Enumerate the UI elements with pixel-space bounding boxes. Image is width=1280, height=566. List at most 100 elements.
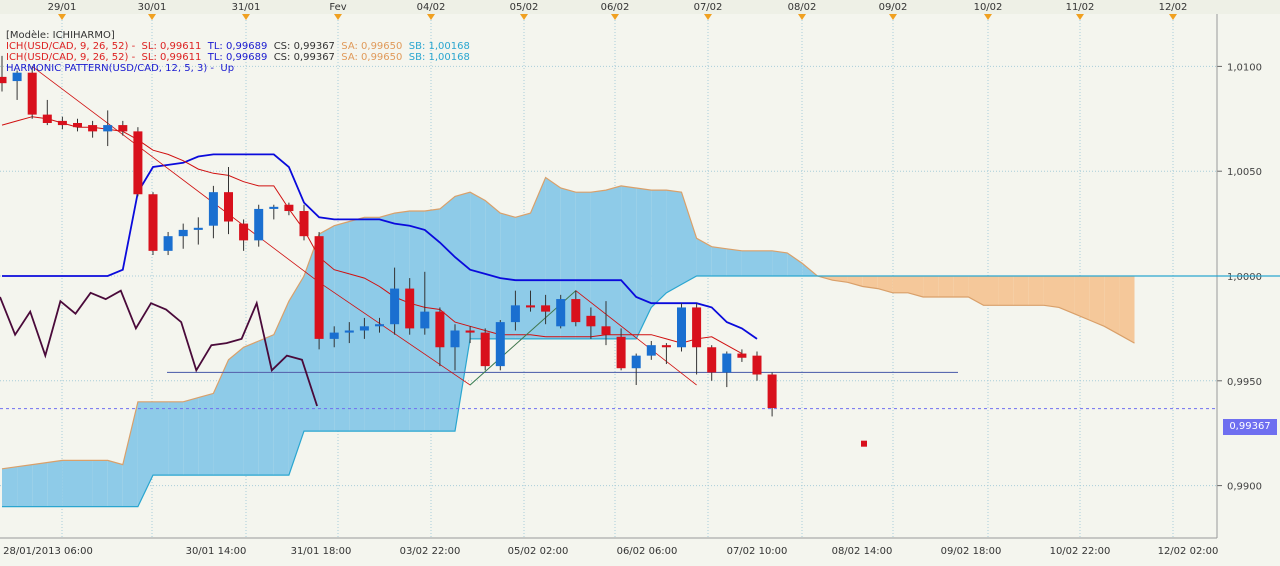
candle-body-34 bbox=[510, 305, 520, 323]
bottom-tick-label-6: 07/02 10:00 bbox=[727, 546, 788, 557]
bottom-tick-label-9: 10/02 22:00 bbox=[1050, 546, 1111, 557]
chart-legend: [Modèle: ICHIHARMO] ICH(USD/CAD, 9, 26, … bbox=[6, 30, 470, 74]
cloud-segment-45 bbox=[681, 192, 697, 285]
candle-body-45 bbox=[677, 307, 686, 348]
cloud-segment-16 bbox=[243, 341, 259, 476]
cloud-segment-39 bbox=[590, 190, 606, 339]
cloud-segment-25 bbox=[379, 213, 395, 432]
bottom-tick-label-7: 08/02 14:00 bbox=[832, 546, 893, 557]
cloud-segment-50 bbox=[757, 250, 773, 276]
cloud-segment-9 bbox=[137, 401, 153, 507]
cloud-segment-15 bbox=[228, 347, 244, 476]
legend-ichimoku-2-name: ICH(USD/CAD, 9, 26, 52) - bbox=[6, 52, 136, 63]
candle-body-24 bbox=[359, 326, 369, 331]
candle-body-20 bbox=[299, 211, 309, 237]
legend-ichimoku-1-name: ICH(USD/CAD, 9, 26, 52) - bbox=[6, 41, 136, 52]
cloud-segment-72 bbox=[1089, 276, 1105, 327]
chikou-span-line bbox=[0, 289, 318, 407]
candle-body-4 bbox=[57, 120, 67, 126]
top-tick-label-8: 08/02 bbox=[788, 2, 817, 13]
cloud-segment-51 bbox=[772, 250, 788, 276]
candle-body-23 bbox=[344, 330, 354, 333]
top-tick-marker-12 bbox=[1169, 14, 1177, 20]
cloud-segment-6 bbox=[92, 460, 108, 507]
cloud-segment-70 bbox=[1059, 276, 1075, 314]
candle-body-18 bbox=[269, 206, 279, 209]
candle-body-38 bbox=[571, 299, 581, 323]
top-tick-marker-8 bbox=[798, 14, 806, 20]
top-tick-marker-11 bbox=[1076, 14, 1084, 20]
cloud-segment-58 bbox=[877, 276, 893, 293]
cloud-segment-60 bbox=[908, 276, 924, 297]
candle-body-29 bbox=[435, 311, 445, 348]
cloud-segment-31 bbox=[470, 192, 486, 339]
cloud-segment-27 bbox=[409, 211, 425, 432]
legend-ichimoku-2-cs: CS: 0,99367 bbox=[273, 52, 335, 63]
candle-body-16 bbox=[239, 223, 249, 241]
candle-body-11 bbox=[163, 236, 173, 251]
candle-body-37 bbox=[556, 299, 566, 327]
cloud-segment-10 bbox=[153, 401, 169, 476]
top-tick-label-3: Fev bbox=[329, 2, 346, 13]
legend-ichimoku-1: ICH(USD/CAD, 9, 26, 52) - SL: 0,99611 TL… bbox=[6, 41, 470, 52]
top-tick-label-2: 31/01 bbox=[232, 2, 261, 13]
candle-body-9 bbox=[133, 131, 143, 195]
top-tick-marker-10 bbox=[984, 14, 992, 20]
legend-ichimoku-1-sl: SL: 0,99611 bbox=[141, 41, 202, 52]
candle-body-48 bbox=[722, 353, 732, 373]
candle-body-7 bbox=[103, 125, 113, 132]
cloud-segment-74 bbox=[1119, 276, 1135, 344]
cloud-segment-3 bbox=[47, 460, 63, 507]
y-tick-label-0: 1,0100 bbox=[1227, 62, 1262, 73]
candle-body-28 bbox=[420, 311, 430, 329]
bottom-tick-label-10: 12/02 02:00 bbox=[1158, 546, 1219, 557]
current-price-tag: 0,99367 bbox=[1223, 419, 1277, 435]
cloud-segment-69 bbox=[1043, 276, 1059, 308]
cloud-segment-35 bbox=[530, 177, 546, 339]
top-tick-label-1: 30/01 bbox=[138, 2, 167, 13]
legend-ichimoku-1-sb: SB: 1,00168 bbox=[408, 41, 470, 52]
candle-body-1 bbox=[12, 72, 22, 82]
cloud-segment-19 bbox=[288, 276, 304, 476]
candle-body-36 bbox=[541, 305, 551, 312]
bottom-tick-label-8: 09/02 18:00 bbox=[941, 546, 1002, 557]
legend-ichimoku-1-sa: SA: 0,99650 bbox=[341, 41, 403, 52]
legend-ichimoku-2-sl: SL: 0,99611 bbox=[141, 52, 202, 63]
legend-harmonic: HARMONIC PATTERN(USD/CAD, 12, 5, 3) - Up bbox=[6, 63, 235, 74]
cloud-segment-73 bbox=[1104, 276, 1120, 335]
top-tick-label-5: 05/02 bbox=[510, 2, 539, 13]
cloud-segment-30 bbox=[455, 192, 471, 432]
bottom-tick-label-5: 06/02 06:00 bbox=[617, 546, 678, 557]
cloud-segment-14 bbox=[213, 359, 229, 476]
cloud-segment-62 bbox=[938, 276, 954, 297]
cloud-segment-56 bbox=[847, 276, 863, 287]
harmonic-pattern-xabcd bbox=[31, 66, 697, 386]
cloud-segment-32 bbox=[485, 200, 501, 339]
legend-ichimoku-2: ICH(USD/CAD, 9, 26, 52) - SL: 0,99611 TL… bbox=[6, 52, 470, 63]
cloud-segment-68 bbox=[1028, 276, 1044, 306]
candle-body-27 bbox=[405, 288, 415, 329]
top-tick-marker-2 bbox=[242, 14, 250, 20]
top-tick-label-6: 06/02 bbox=[601, 2, 630, 13]
cloud-segment-67 bbox=[1013, 276, 1029, 306]
legend-ichimoku-1-tl: TL: 0,99689 bbox=[207, 41, 268, 52]
cloud-segment-28 bbox=[424, 208, 440, 432]
candle-body-41 bbox=[616, 336, 626, 369]
legend-ichimoku-2-sb: SB: 1,00168 bbox=[408, 52, 470, 63]
top-tick-marker-3 bbox=[334, 14, 342, 20]
senkou-span-a-line bbox=[1, 176, 1135, 470]
cloud-segment-48 bbox=[726, 248, 742, 276]
candle-body-21 bbox=[314, 236, 324, 339]
top-tick-marker-1 bbox=[148, 14, 156, 20]
candle-body-40 bbox=[601, 326, 611, 335]
cloud-segment-61 bbox=[923, 276, 939, 297]
cloud-segment-24 bbox=[364, 217, 380, 432]
candle-body-25 bbox=[375, 324, 384, 327]
candle-body-6 bbox=[88, 125, 98, 132]
bottom-tick-label-4: 05/02 02:00 bbox=[508, 546, 569, 557]
candle-body-47 bbox=[707, 347, 717, 373]
candle-body-14 bbox=[208, 192, 218, 226]
projection-marker bbox=[861, 440, 867, 447]
y-tick-label-3: 0,9950 bbox=[1227, 377, 1262, 388]
candle-body-35 bbox=[526, 305, 535, 308]
